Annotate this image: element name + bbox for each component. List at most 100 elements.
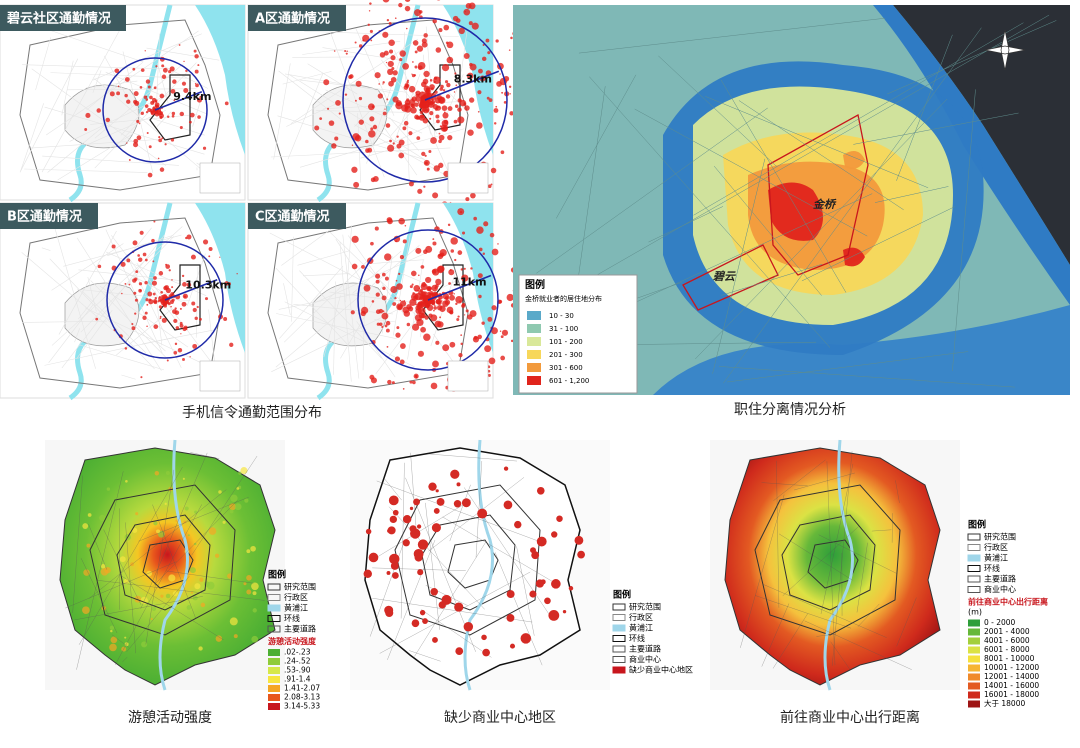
commute-dot (425, 245, 433, 253)
legend-label: 商业中心 (984, 584, 1016, 594)
commute-dot (204, 297, 209, 301)
activity-spot (101, 527, 105, 531)
commute-dot (485, 38, 490, 43)
commute-dot (463, 314, 466, 316)
commute-dot (146, 303, 149, 306)
commute-dot (464, 11, 466, 13)
commute-dot (473, 216, 477, 221)
radius-arrow (164, 278, 218, 301)
commute-dot (150, 100, 155, 105)
commute-dot (131, 326, 136, 331)
legend-swatch (612, 624, 626, 632)
commute-dot (148, 299, 154, 305)
commute-dot (416, 45, 424, 52)
road (740, 494, 785, 648)
legend-label: 环线 (984, 563, 1000, 573)
road (420, 609, 492, 658)
commute-dot (458, 352, 463, 358)
commute-dot (490, 167, 497, 174)
commute-dot (139, 230, 144, 235)
commute-dot (126, 258, 131, 263)
biyun-boundary (682, 244, 779, 311)
legend-box (199, 360, 241, 392)
district-line (589, 76, 831, 348)
activity-spot (229, 617, 238, 626)
activity-spot (246, 589, 252, 595)
commute-dot (133, 291, 137, 295)
commute-dot (151, 238, 155, 243)
commute-dot (430, 382, 438, 390)
legend-title: 图例 (525, 278, 545, 291)
gap-map (350, 439, 610, 691)
commute-dot (489, 232, 495, 238)
road (895, 480, 900, 503)
sea (893, 5, 1070, 265)
gap-area (520, 633, 532, 644)
district-line (718, 366, 1015, 388)
road (21, 252, 121, 337)
road (51, 226, 183, 346)
road (278, 70, 350, 126)
road (461, 30, 468, 72)
legend-swatch (612, 614, 626, 621)
commute-dot (180, 333, 182, 335)
legend-label: 8001 - 10000 (984, 654, 1035, 663)
activity-spot (156, 529, 161, 534)
commute-dot (385, 320, 391, 326)
commute-dot (394, 297, 397, 300)
commute-dot (155, 65, 158, 68)
commute-dot (400, 300, 407, 307)
commute-dot (145, 110, 149, 114)
commute-dot (421, 151, 426, 157)
commute-dot (428, 313, 433, 318)
huangpu-river (463, 439, 494, 691)
activity-spot (153, 521, 158, 526)
commute-dot (448, 269, 455, 276)
legend-title: 图例 (968, 519, 986, 531)
road (41, 247, 51, 251)
district-line (556, 74, 637, 219)
gap-area (417, 569, 424, 576)
commute-dot (169, 66, 175, 72)
legend-swatch (268, 694, 280, 701)
legend-swatch (612, 656, 626, 663)
commute-dot (327, 107, 330, 110)
commute-dot (470, 267, 473, 270)
road (282, 71, 332, 85)
district-line (611, 341, 817, 346)
road (104, 55, 133, 107)
commute-panel: 11km C区通勤情况 (247, 202, 524, 401)
activity-spot (250, 545, 256, 552)
commute-dot (138, 257, 143, 262)
commute-dot (120, 261, 126, 267)
activity-spot (110, 629, 113, 633)
road (273, 63, 291, 160)
commute-dot (457, 98, 462, 103)
commute-dot (470, 192, 476, 199)
commute-dot (481, 56, 487, 62)
district-line (723, 27, 982, 384)
commute-dot (144, 104, 149, 108)
legend-swatch (967, 533, 981, 541)
road (19, 58, 79, 173)
activity-spot (208, 527, 217, 535)
commute-dot (153, 220, 156, 223)
gap-area (390, 562, 399, 570)
commute-dot (153, 300, 158, 305)
legend-label: 6001 - 8000 (984, 645, 1030, 654)
commute-dot (385, 328, 390, 333)
legend-scale-title: 游憩活动强度 (268, 636, 317, 646)
commute-dot (387, 144, 395, 152)
commute-dot (454, 258, 457, 262)
title-bg (248, 5, 346, 31)
commute-dot (133, 142, 139, 148)
road (299, 270, 382, 359)
commute-dot (331, 143, 337, 149)
commute-dot (170, 292, 175, 296)
commute-dot (345, 52, 348, 55)
commute-dot (438, 28, 443, 33)
commute-dot (382, 83, 384, 85)
commute-dot (194, 54, 199, 59)
road (360, 128, 465, 159)
commute-dot (353, 181, 360, 188)
